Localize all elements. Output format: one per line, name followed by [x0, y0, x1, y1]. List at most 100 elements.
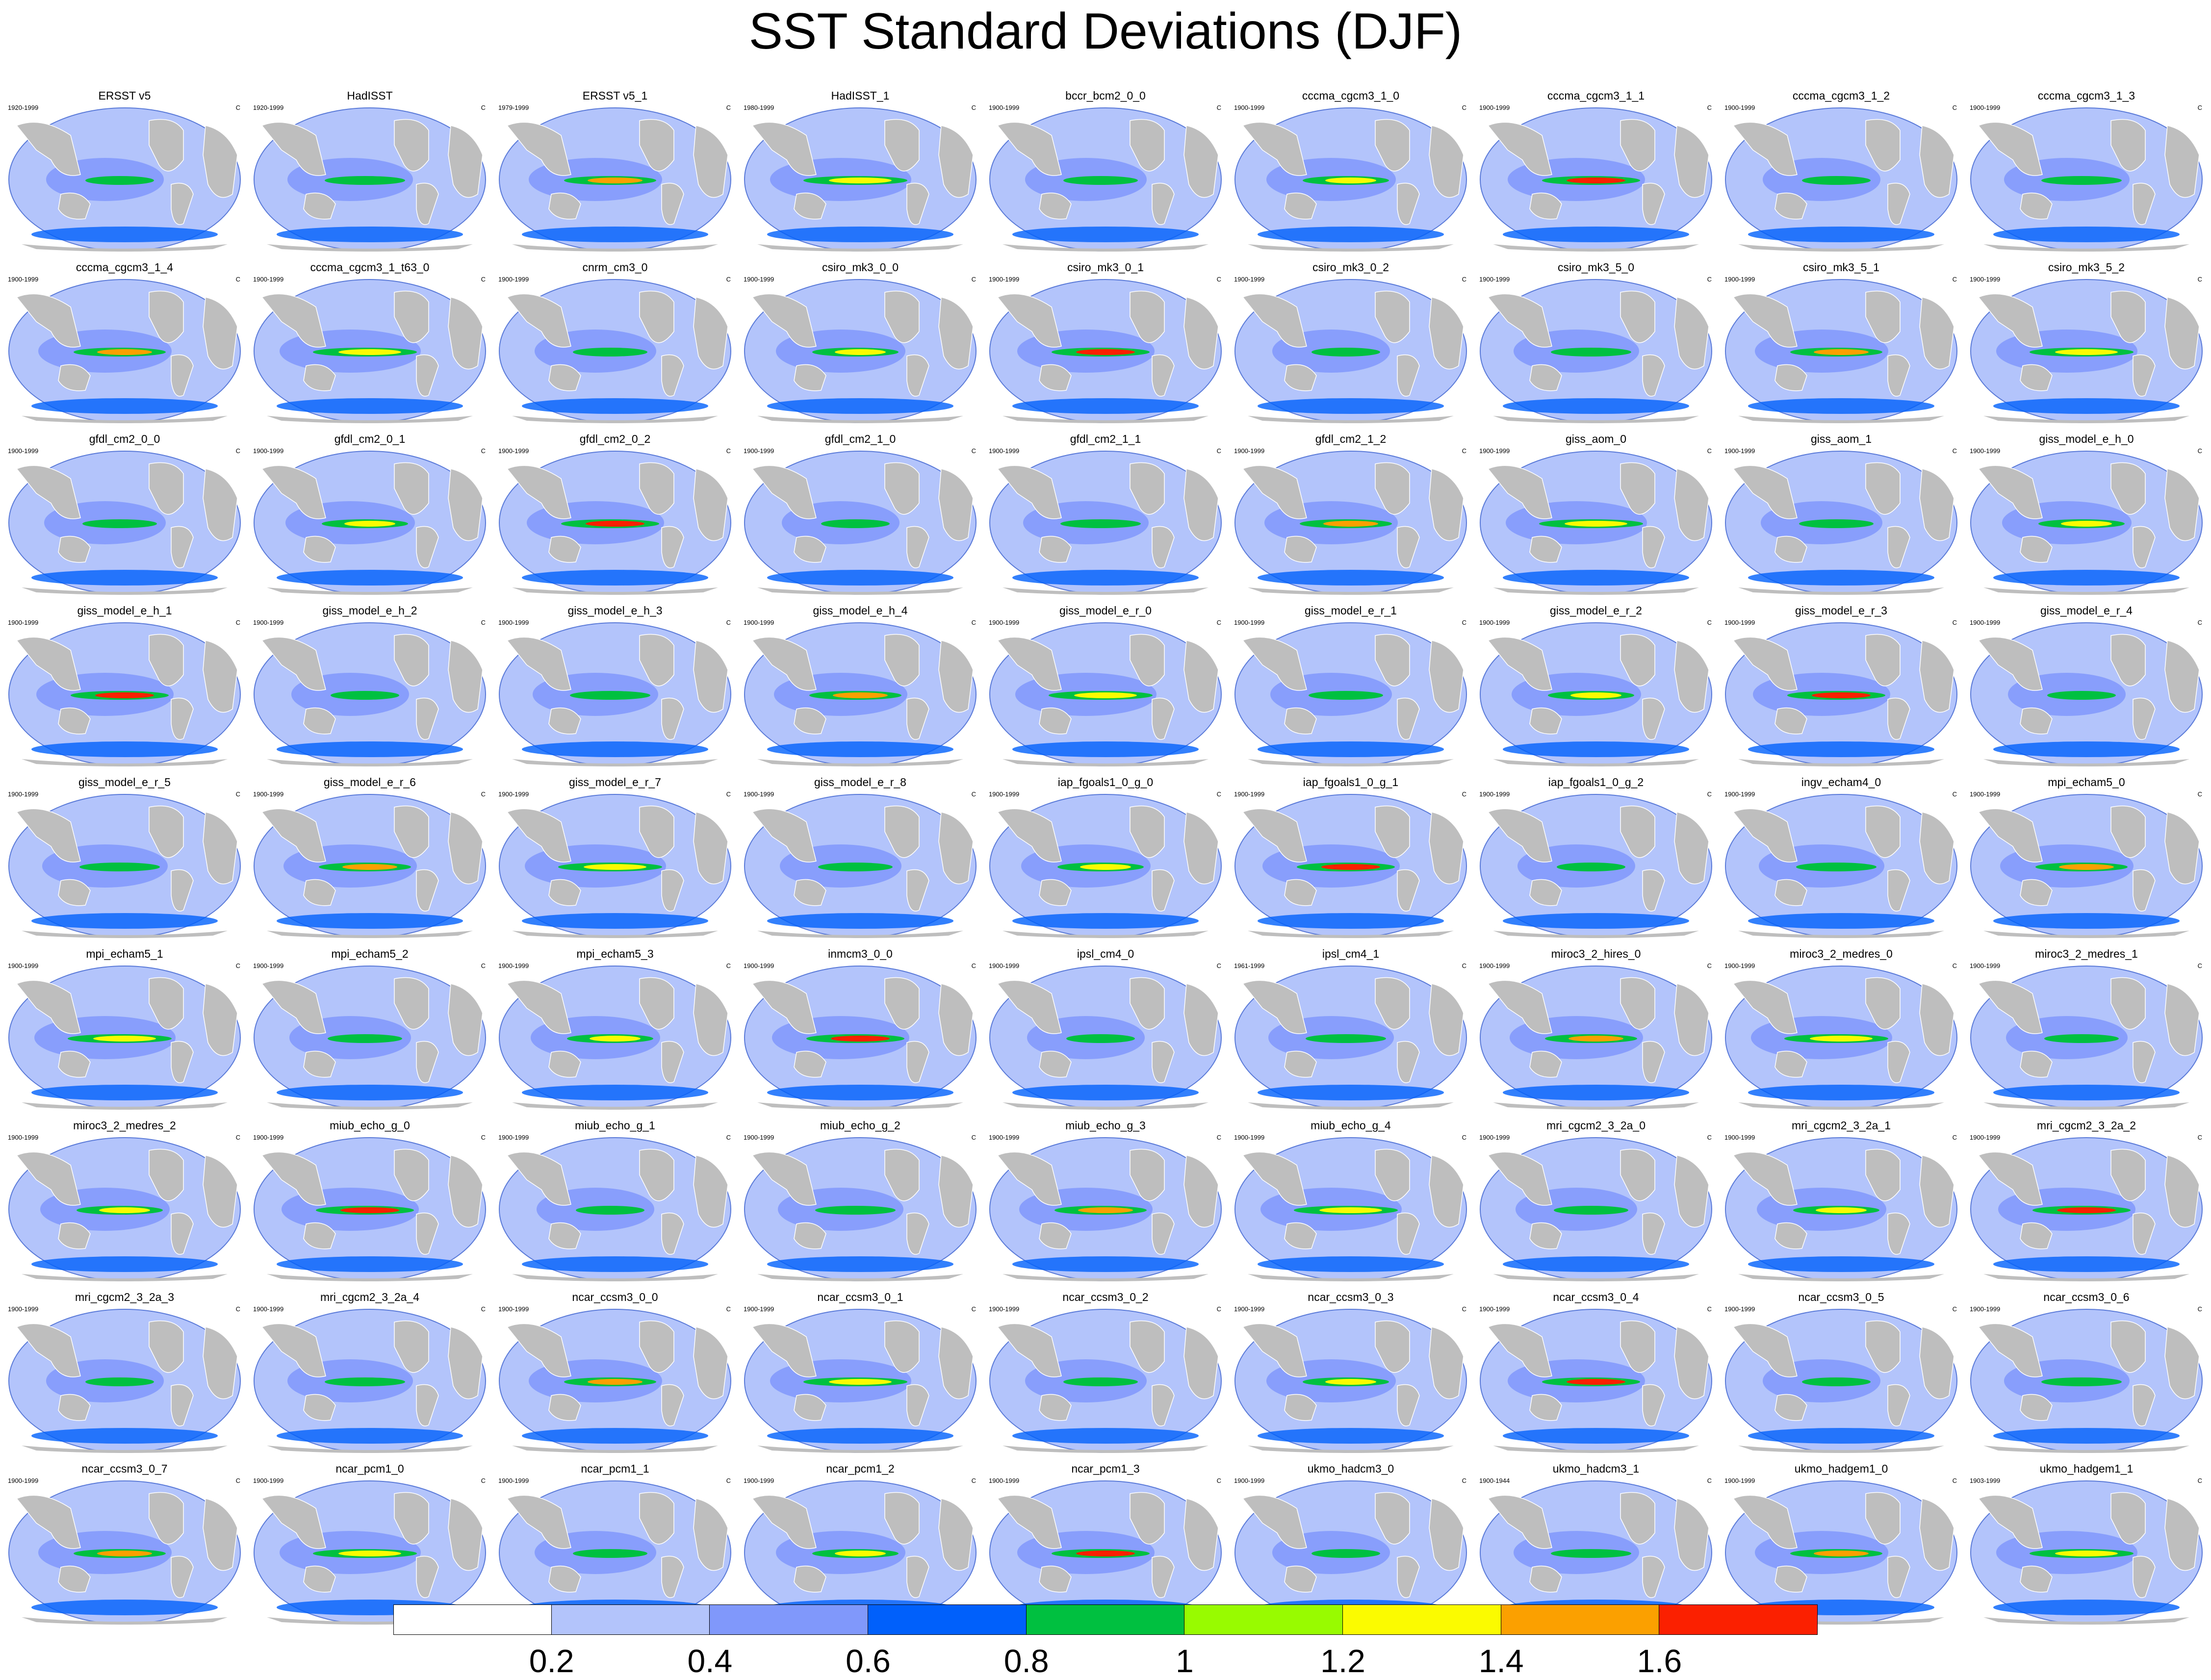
- map-panel: iap_fgoals1_0_g_1 1900-1999 C: [1228, 771, 1473, 942]
- land-antarctica: [1248, 1102, 1454, 1110]
- land-europe-africa: [938, 1326, 974, 1400]
- panel-unit: C: [726, 1134, 731, 1141]
- enso-core: [835, 1551, 886, 1556]
- panel-title: mpi_echam5_2: [331, 947, 409, 960]
- land-australia: [548, 1050, 581, 1078]
- land-europe-africa: [448, 468, 483, 541]
- land-antarctica: [22, 244, 228, 252]
- equatorial-tongue: [815, 1206, 896, 1215]
- land-south-america: [1397, 1212, 1420, 1255]
- panel-unit: C: [726, 1305, 731, 1313]
- land-asia: [1978, 636, 2043, 691]
- sst-map: [499, 451, 731, 595]
- land-australia: [548, 879, 581, 906]
- sst-map: [744, 794, 977, 938]
- panel-period: 1900-1999: [989, 1134, 1020, 1141]
- land-europe-africa: [1429, 125, 1464, 198]
- equatorial-tongue: [2041, 176, 2122, 185]
- land-asia: [751, 636, 817, 691]
- land-north-america: [884, 1148, 920, 1201]
- land-antarctica: [1493, 1102, 1699, 1110]
- map-panel: mri_cgcm2_3_2a_4 1900-1999 C: [247, 1286, 492, 1457]
- land-north-america: [394, 290, 429, 343]
- panel-unit: C: [2197, 1134, 2202, 1141]
- land-europe-africa: [693, 1326, 728, 1400]
- land-south-america: [1642, 526, 1665, 568]
- sst-map: [1970, 794, 2203, 938]
- map-panel: iap_fgoals1_0_g_0 1900-1999 C: [983, 771, 1228, 942]
- southern-ocean-band: [1503, 398, 1689, 414]
- map-panel: csiro_mk3_5_0 1900-1999 C: [1473, 256, 1719, 428]
- southern-ocean-band: [1258, 398, 1444, 414]
- panel-title: giss_model_e_r_2: [1550, 604, 1642, 617]
- land-europe-africa: [938, 468, 974, 541]
- land-australia: [1039, 1222, 1072, 1249]
- equatorial-tongue: [573, 1549, 647, 1558]
- land-antarctica: [1738, 587, 1944, 595]
- land-antarctica: [1983, 931, 2189, 938]
- land-australia: [303, 707, 336, 735]
- panel-unit: C: [235, 790, 240, 798]
- equatorial-tongue: [1309, 691, 1383, 700]
- land-north-america: [1375, 290, 1410, 343]
- land-south-america: [416, 869, 439, 912]
- panel-unit: C: [2197, 619, 2202, 626]
- land-north-america: [2110, 1492, 2146, 1545]
- panel-period: 1900-1999: [1970, 1134, 2001, 1141]
- land-asia: [997, 1323, 1062, 1377]
- panel-period: 1900-1999: [8, 1477, 39, 1484]
- land-europe-africa: [2164, 983, 2200, 1056]
- enso-core: [342, 864, 397, 870]
- southern-ocean-band: [1993, 1256, 2180, 1272]
- land-europe-africa: [2164, 640, 2200, 713]
- land-antarctica: [1983, 1274, 2189, 1281]
- land-north-america: [884, 634, 920, 687]
- panel-unit: C: [481, 1477, 486, 1484]
- land-north-america: [1865, 634, 1901, 687]
- land-europe-africa: [448, 1326, 483, 1400]
- land-north-america: [1865, 290, 1901, 343]
- land-australia: [1039, 192, 1072, 220]
- panel-title: csiro_mk3_0_0: [822, 261, 899, 274]
- land-australia: [1284, 1394, 1317, 1421]
- sst-map: [989, 794, 1222, 938]
- panel-period: 1900-1999: [498, 1305, 529, 1313]
- equatorial-tongue: [1554, 1206, 1628, 1215]
- southern-ocean-band: [1748, 1256, 1934, 1272]
- panel-unit: C: [1707, 962, 1712, 969]
- panel-unit: C: [2197, 962, 2202, 969]
- enso-core: [1325, 1379, 1376, 1385]
- panel-unit: C: [971, 276, 976, 283]
- land-asia: [1242, 1323, 1307, 1377]
- map-panel: ukmo_hadcm3_1 1900-1944 C: [1473, 1457, 1719, 1629]
- land-antarctica: [1003, 1274, 1208, 1281]
- land-asia: [1732, 293, 1798, 348]
- panel-title: mpi_echam5_0: [2048, 776, 2125, 789]
- land-north-america: [639, 1320, 674, 1373]
- land-antarctica: [267, 1446, 473, 1453]
- panel-title: cccma_cgcm3_1_2: [1792, 89, 1890, 102]
- land-antarctica: [1983, 1617, 2189, 1625]
- panel-title: ncar_ccsm3_0_2: [1062, 1291, 1149, 1303]
- panel-unit: C: [2197, 104, 2202, 111]
- land-north-america: [1375, 977, 1410, 1030]
- panel-unit: C: [1707, 276, 1712, 283]
- land-north-america: [1130, 462, 1165, 515]
- land-south-america: [171, 1384, 194, 1426]
- land-europe-africa: [1429, 1498, 1464, 1571]
- land-australia: [1529, 192, 1562, 220]
- map-panel: ncar_pcm1_2 1900-1999 C: [738, 1457, 983, 1629]
- land-asia: [1732, 1495, 1798, 1549]
- panel-title: inmcm3_0_0: [828, 947, 893, 960]
- land-antarctica: [1738, 1446, 1944, 1453]
- land-north-america: [1620, 290, 1655, 343]
- panel-period: 1900-1999: [8, 619, 39, 626]
- enso-core: [586, 521, 644, 527]
- land-asia: [1978, 1495, 2043, 1549]
- panel-title: cccma_cgcm3_1_0: [1302, 89, 1400, 102]
- land-australia: [2020, 1565, 2053, 1593]
- map-panel: ukmo_hadgem1_1 1903-1999 C: [1964, 1457, 2209, 1629]
- map-panel: ERSST v5 1920-1999 C: [2, 84, 247, 256]
- land-australia: [1039, 1050, 1072, 1078]
- sst-map: [1480, 1309, 1712, 1453]
